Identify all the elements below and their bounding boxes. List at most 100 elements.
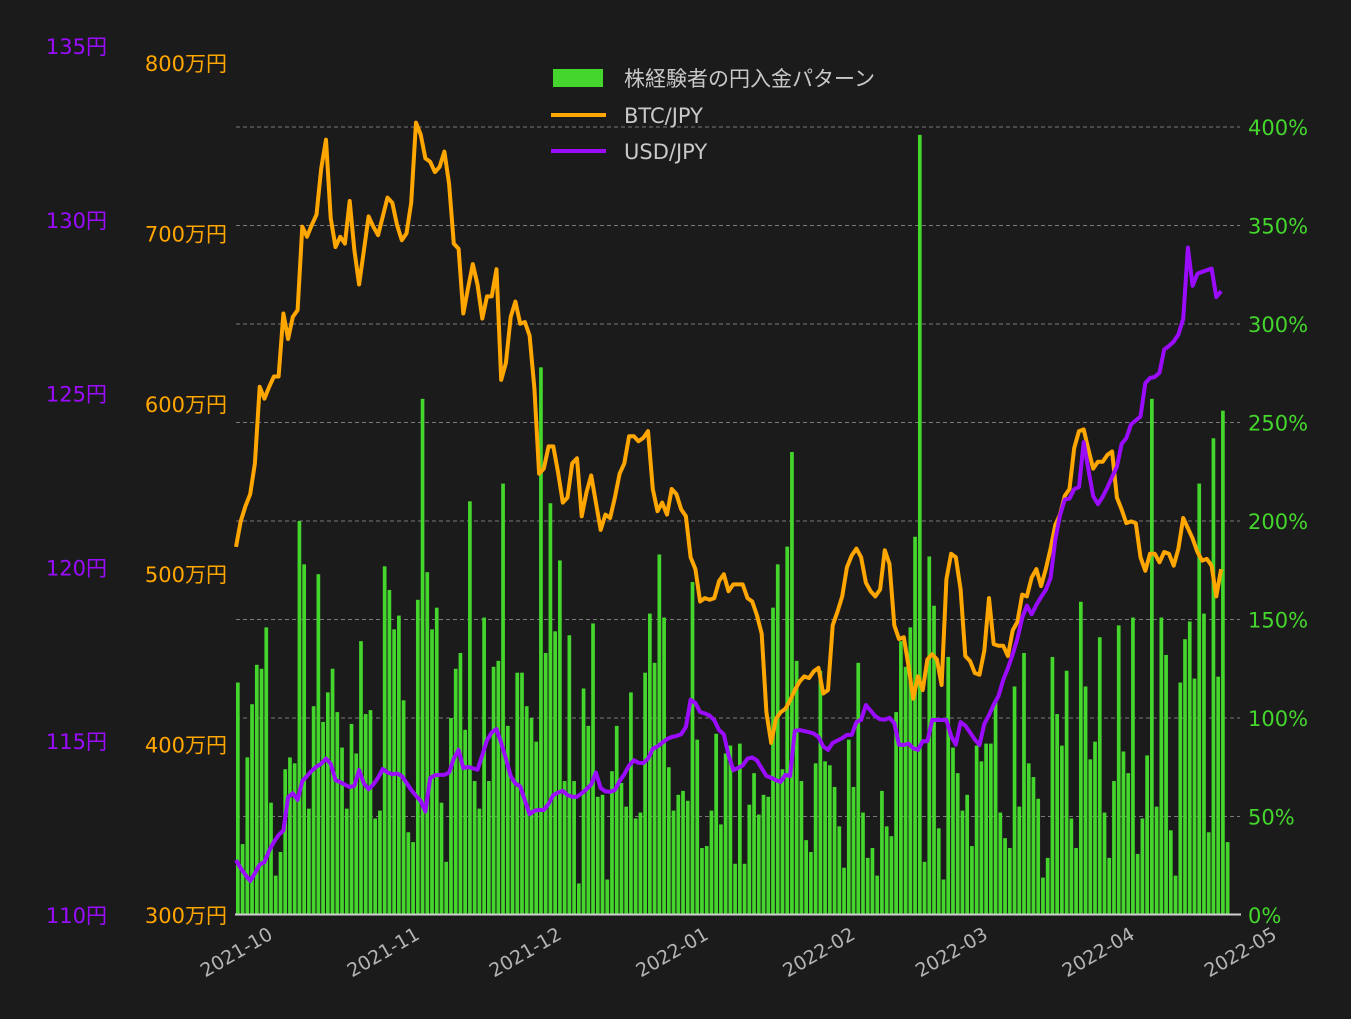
deposit-bar: [325, 692, 330, 915]
deposit-bar: [283, 769, 288, 915]
btc-tick-label: 800万円: [145, 52, 227, 76]
deposit-bar: [240, 844, 245, 915]
deposit-bar: [880, 790, 884, 915]
deposit-bar: [406, 832, 411, 915]
deposit-bar: [766, 796, 771, 915]
deposit-bar: [487, 781, 491, 915]
deposit-bar: [1173, 875, 1178, 915]
deposit-bar: [1140, 818, 1145, 915]
deposit-bar: [411, 842, 415, 915]
btc-tick-label: 400万円: [145, 734, 227, 758]
deposit-bar: [922, 861, 927, 915]
usd-tick-label: 130円: [46, 209, 107, 233]
deposit-bar: [657, 554, 662, 915]
deposit-bar: [1216, 676, 1221, 915]
deposit-bar: [458, 652, 463, 915]
usd-tick-label: 110円: [46, 904, 107, 928]
deposit-bar: [468, 501, 472, 915]
deposit-bar: [515, 672, 520, 915]
deposit-bar: [1168, 830, 1173, 915]
deposit-bar: [979, 761, 984, 915]
legend: 株経験者の円入金パターン BTC/JPY USD/JPY: [551, 67, 875, 164]
deposit-bar: [264, 627, 269, 915]
deposit-bar: [799, 781, 804, 915]
deposit-bar: [823, 761, 827, 915]
deposit-bar: [378, 810, 382, 915]
deposit-bar: [1102, 812, 1107, 915]
deposit-bar: [373, 818, 378, 915]
btc-tick-label: 600万円: [145, 393, 227, 417]
usd-jpy-line: [234, 245, 1223, 883]
deposit-bar: [856, 662, 861, 915]
deposit-bar: [439, 802, 444, 915]
grid-lines: [236, 126, 1240, 817]
deposit-bar: [998, 812, 1003, 915]
deposit-bar: [837, 826, 842, 915]
deposit-bar: [1097, 637, 1102, 915]
deposit-bar: [884, 826, 889, 915]
deposit-bar: [278, 851, 283, 915]
deposit-bar: [340, 747, 344, 915]
deposit-bar: [292, 763, 297, 915]
deposit-bar: [700, 848, 704, 915]
deposit-bar: [984, 743, 988, 915]
legend-label-usd: USD/JPY: [624, 140, 707, 164]
deposit-bar: [1135, 853, 1140, 915]
deposit-bar: [1126, 773, 1131, 915]
deposit-bar: [1041, 877, 1045, 915]
deposit-bar: [842, 867, 846, 915]
deposit-bar: [974, 745, 979, 915]
deposit-bar: [307, 808, 311, 915]
deposit-bar: [387, 589, 392, 915]
deposit-bar: [993, 700, 998, 915]
deposit-bar: [434, 607, 439, 915]
deposit-bar: [501, 483, 505, 915]
deposit-bar: [472, 781, 477, 915]
pct-tick-label: 50%: [1248, 806, 1295, 830]
deposit-bar: [463, 729, 468, 915]
deposit-bar: [681, 790, 685, 915]
deposit-bar: [1036, 798, 1041, 915]
deposit-bar: [1055, 714, 1059, 915]
deposit-bar: [415, 599, 420, 915]
deposit-bar: [273, 875, 278, 915]
deposit-bar: [780, 769, 785, 915]
deposit-bar: [330, 668, 335, 915]
deposit-bar: [321, 721, 325, 915]
btc-tick-label: 700万円: [145, 222, 227, 246]
deposit-bar: [1116, 625, 1121, 915]
deposit-bar: [444, 861, 449, 915]
legend-label-btc: BTC/JPY: [624, 104, 703, 128]
deposit-bar: [534, 741, 539, 915]
deposit-bar: [1093, 741, 1097, 915]
deposit-bar: [269, 802, 273, 915]
deposit-bar: [591, 623, 595, 915]
deposit-bar: [970, 846, 974, 915]
deposit-bar: [553, 631, 557, 915]
deposit-bar: [894, 712, 898, 915]
deposit-bar: [368, 710, 373, 915]
deposit-bar: [643, 672, 647, 915]
btc-tick-label: 500万円: [145, 563, 227, 587]
deposit-bar: [335, 712, 340, 915]
price-lines: [234, 120, 1224, 883]
deposit-bar: [960, 810, 965, 915]
deposit-bar: [861, 812, 865, 915]
deposit-bar: [254, 664, 259, 915]
deposit-bar: [1069, 818, 1074, 915]
pct-tick-label: 300%: [1248, 313, 1308, 337]
deposit-bar: [420, 398, 425, 915]
deposit-bar: [832, 786, 837, 915]
usd-tick-label: 125円: [46, 383, 107, 407]
deposit-bar: [562, 781, 567, 915]
deposit-bar: [851, 786, 856, 915]
deposit-bar: [965, 794, 970, 915]
deposit-bar: [818, 670, 823, 915]
deposit-bar: [1007, 848, 1012, 915]
deposit-bar: [1112, 781, 1116, 915]
usd-tick-label: 115円: [46, 730, 107, 754]
percent-axis-labels: 0% 50% 100% 150% 200% 250% 300% 350% 400%: [1248, 116, 1308, 928]
deposit-bar: [1192, 678, 1197, 915]
deposit-bar: [496, 660, 501, 915]
